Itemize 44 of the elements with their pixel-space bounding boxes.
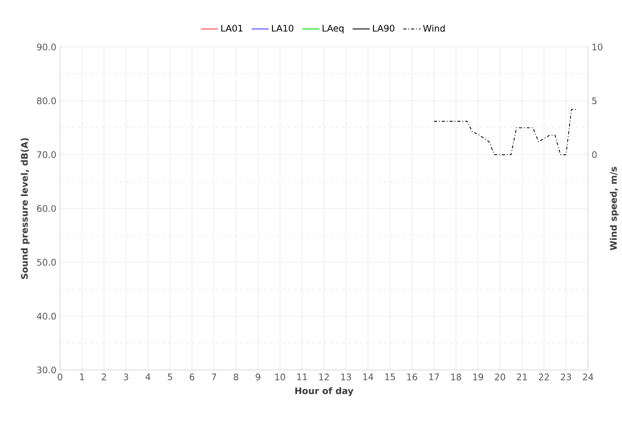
- x-tick-label: 6: [190, 374, 194, 380]
- x-tick-label: 15: [385, 374, 395, 380]
- y-axis-title: Sound pressure level, dB(A): [20, 138, 30, 279]
- x-tick-label: 22: [538, 374, 549, 380]
- line-series: [434, 109, 578, 156]
- x-tick-label: 16: [407, 374, 418, 380]
- x-tick-label: 8: [234, 374, 238, 380]
- x-tick-label: 0: [58, 374, 62, 380]
- x-tick-label: 20: [494, 374, 506, 380]
- y2-tick-label: 5: [592, 97, 596, 104]
- x-tick-label: 21: [516, 374, 527, 380]
- x-tick-label: 19: [473, 374, 484, 380]
- legend-label: LAeq: [322, 24, 344, 34]
- x-tick-label: 7: [212, 374, 216, 380]
- x-tick-label: 13: [341, 374, 351, 380]
- y-tick-label: 70.0: [37, 151, 56, 158]
- y-tick-label: 60.0: [37, 205, 56, 212]
- legend-label: Wind: [423, 24, 445, 32]
- x-tick-label: 11: [297, 374, 307, 380]
- legend-label: LA90: [373, 24, 394, 32]
- y2-axis-title: Wind speed, m/s: [610, 166, 619, 250]
- x-tick-label: 4: [146, 374, 150, 380]
- y-tick-label: 50.0: [37, 258, 56, 266]
- x-axis-title: Hour of day: [295, 387, 354, 396]
- y-tick-label: 80.0: [37, 97, 56, 104]
- y2-tick-label: 0: [592, 151, 597, 158]
- x-tick-label: 24: [582, 374, 594, 380]
- x-tick-label: 14: [363, 374, 374, 380]
- x-tick-label: 12: [319, 374, 329, 380]
- legend-label: LA01: [221, 24, 242, 32]
- y-tick-label: 90.0: [36, 44, 56, 50]
- x-tick-label: 17: [429, 374, 439, 380]
- y-tick-label: 40.0: [36, 312, 56, 320]
- x-tick-label: 3: [124, 374, 128, 380]
- x-tick-label: 10: [275, 374, 286, 380]
- y-tick-label: 30.0: [37, 366, 56, 374]
- x-tick-label: 23: [560, 374, 572, 380]
- x-tick-label: 9: [256, 374, 260, 380]
- x-tick-label: 1: [80, 374, 84, 380]
- x-tick-label: 5: [168, 374, 172, 380]
- x-tick-label: 2: [102, 374, 106, 380]
- legend-label: LA10: [272, 24, 294, 32]
- y2-tick-label: 10: [592, 44, 602, 50]
- x-tick-label: 18: [451, 374, 462, 380]
